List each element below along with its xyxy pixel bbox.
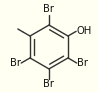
Text: Br: Br: [77, 58, 88, 68]
Text: Br: Br: [44, 79, 54, 90]
Text: Br: Br: [44, 5, 54, 14]
Text: OH: OH: [77, 26, 92, 36]
Text: Br: Br: [10, 58, 21, 68]
